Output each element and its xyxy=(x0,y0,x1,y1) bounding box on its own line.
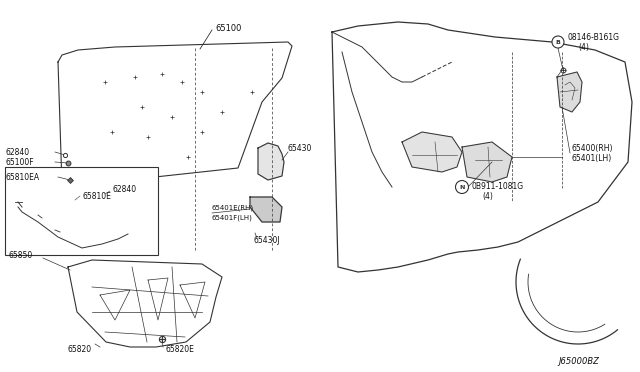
Text: B: B xyxy=(556,39,561,45)
Polygon shape xyxy=(402,132,462,172)
Text: 62840: 62840 xyxy=(112,185,136,193)
Text: 65820E: 65820E xyxy=(165,346,194,355)
Text: 65401E(RH): 65401E(RH) xyxy=(212,205,254,211)
Text: J65000BZ: J65000BZ xyxy=(558,357,599,366)
Text: 62840: 62840 xyxy=(5,148,29,157)
Text: 65100: 65100 xyxy=(215,23,241,32)
Text: N: N xyxy=(460,185,465,189)
Polygon shape xyxy=(250,197,282,222)
Circle shape xyxy=(456,180,468,193)
Text: (4): (4) xyxy=(482,192,493,201)
Polygon shape xyxy=(258,143,284,180)
Text: 65401F(LH): 65401F(LH) xyxy=(212,215,253,221)
Text: 65430J: 65430J xyxy=(253,235,280,244)
Text: 65401(LH): 65401(LH) xyxy=(572,154,612,163)
Text: 0B911-1081G: 0B911-1081G xyxy=(472,182,524,190)
Circle shape xyxy=(552,36,564,48)
Text: 08146-B161G: 08146-B161G xyxy=(568,32,620,42)
Polygon shape xyxy=(462,142,512,182)
Text: (4): (4) xyxy=(578,42,589,51)
Bar xyxy=(5,167,158,255)
Text: 65810E: 65810E xyxy=(82,192,111,201)
Text: 65810EA: 65810EA xyxy=(5,173,39,182)
Text: 65400(RH): 65400(RH) xyxy=(572,144,614,153)
Text: 65820: 65820 xyxy=(67,346,91,355)
Text: 65100F: 65100F xyxy=(5,157,34,167)
Text: 65850: 65850 xyxy=(8,251,32,260)
Polygon shape xyxy=(557,72,582,112)
Text: 65430: 65430 xyxy=(288,144,312,153)
